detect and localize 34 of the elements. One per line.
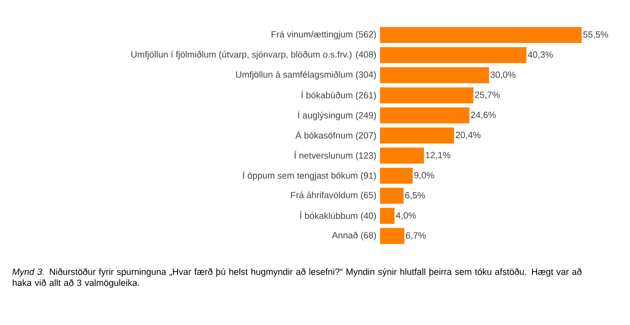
bar <box>380 228 404 244</box>
data-label: 9,0% <box>414 172 434 180</box>
bar <box>380 148 424 164</box>
y-tick-label: Frá vinum/ættingjum (562) <box>272 30 376 40</box>
y-tick-label: Í öppum sem tengjast bókum (91) <box>243 170 376 181</box>
bar <box>380 128 454 144</box>
data-label: 6,5% <box>405 192 426 200</box>
bar <box>380 87 474 104</box>
bar <box>380 67 490 84</box>
data-label: 4,0% <box>396 212 416 220</box>
text: Mynd 3. Niðurstöður fyrir spurninguna „Hvar færð þú helst hugmyndir að lesefni?“ Myndin sýnir hlutfall þeirra sem tóku afstöðu. Hægt var að haka við allt að 3 valmöguleika. <box>12 268 582 288</box>
bar <box>380 107 470 124</box>
data-label: 20,4% <box>456 132 481 140</box>
data-label: 55,5% <box>583 31 608 39</box>
y-tick-label: Frá áhrifavöldum (65) <box>291 192 376 200</box>
data-label: 25,7% <box>475 92 500 100</box>
y-tick-label: Í netverslunum (123) <box>294 150 376 160</box>
bar <box>380 27 582 44</box>
y-tick-label: Umfjöllun á samfélagsmiðlum (304) <box>236 70 376 80</box>
data-label: 40,3% <box>528 51 553 59</box>
bar <box>380 168 413 184</box>
y-tick-label: Á bókasöfnum (207) <box>295 130 376 140</box>
y-tick-label: Í bókabúðum (261) <box>302 90 376 100</box>
y-tick-label: Umfjöllun í fjölmiðlum (útvarp, sjónvarp, blöðum o.s.frv.) (408) <box>131 50 376 60</box>
bar <box>380 47 526 64</box>
data-label: 30,0% <box>490 72 516 79</box>
data-label: 24,6% <box>471 112 496 120</box>
bar <box>380 208 395 224</box>
data-label: 12,1% <box>426 152 450 160</box>
data-label: 6,7% <box>406 232 426 240</box>
y-tick-label: Í bókaklúbbum (40) <box>300 211 376 221</box>
bar <box>380 188 404 204</box>
y-tick-label: Annað (68) <box>332 232 376 240</box>
y-tick-label: Í auglýsingum (249) <box>298 110 376 120</box>
